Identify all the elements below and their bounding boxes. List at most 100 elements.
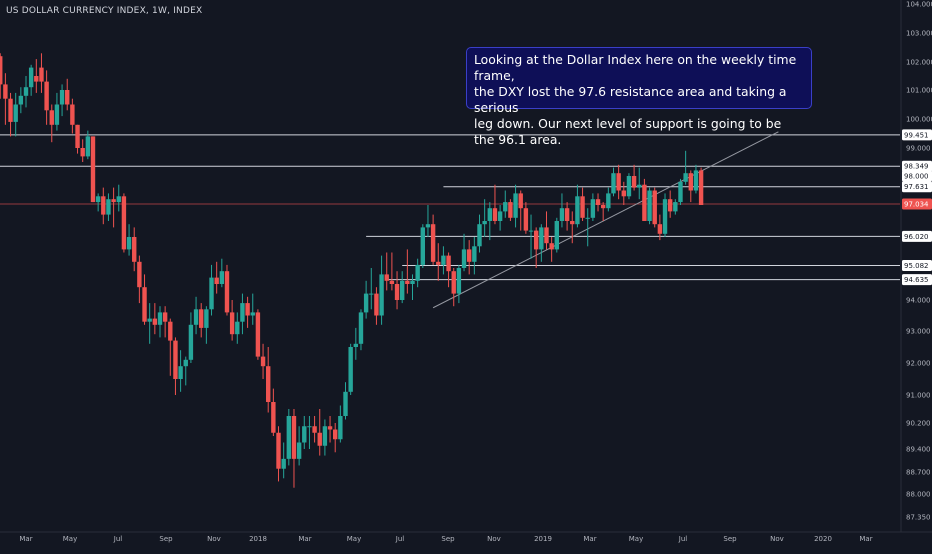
level-price-tag: 97.631 <box>902 181 932 193</box>
candle <box>441 246 446 275</box>
time-tick-label: Mar <box>583 535 596 543</box>
level-price-tag-bg <box>902 259 932 271</box>
candle-body <box>307 426 312 428</box>
price-tick-label: 94.000 <box>906 297 931 305</box>
time-tick-label: Jul <box>113 535 123 543</box>
candle-body <box>472 246 477 262</box>
candle <box>34 59 39 93</box>
candle <box>415 258 420 288</box>
candle-body <box>204 309 209 328</box>
candle <box>637 167 642 200</box>
candle-body <box>621 190 626 197</box>
candle-body <box>487 208 493 221</box>
candle <box>667 190 673 218</box>
candle-body <box>451 271 456 294</box>
candle-body <box>492 208 498 221</box>
candle <box>338 405 343 443</box>
candle <box>162 306 168 338</box>
candle <box>54 92 60 131</box>
candle-body <box>147 318 152 322</box>
time-tick-label: Jul <box>395 535 405 543</box>
candle <box>477 214 482 253</box>
level-price-tag-label: 99.451 <box>904 131 929 139</box>
candle <box>75 124 80 154</box>
candle-body <box>637 184 642 188</box>
candle <box>688 170 693 203</box>
candle <box>65 78 70 111</box>
candle <box>544 211 549 250</box>
candle <box>559 193 565 228</box>
candle <box>281 442 286 479</box>
candle-body <box>539 227 544 250</box>
candle-body <box>281 458 286 469</box>
candle-body <box>415 264 420 281</box>
candle <box>497 205 503 231</box>
candle <box>451 268 456 307</box>
candle <box>168 318 173 376</box>
candle <box>374 287 379 325</box>
candle-body <box>420 227 426 265</box>
level-price-tag-label: 97.631 <box>904 183 929 191</box>
price-tick-label: 103.000 <box>906 30 932 38</box>
candle <box>327 416 333 443</box>
candle <box>657 214 663 241</box>
candle <box>39 53 44 93</box>
price-tick-label: 102.000 <box>906 59 932 67</box>
time-tick-label: Sep <box>159 535 173 543</box>
candle-body <box>302 426 307 443</box>
candle-body <box>652 190 657 225</box>
candle-body <box>188 324 194 360</box>
candle <box>482 199 487 237</box>
candle-body <box>75 124 80 148</box>
candle-body <box>0 56 3 85</box>
candle <box>266 347 271 413</box>
candle <box>28 64 34 96</box>
current-price-tag-label: 97.034 <box>904 201 929 209</box>
candle <box>683 150 688 185</box>
candle <box>250 293 255 325</box>
candle <box>209 264 214 316</box>
time-tick-label: Mar <box>19 535 32 543</box>
candle-body <box>291 416 297 459</box>
price-tick-label: 89.400 <box>906 446 931 454</box>
candle-body <box>106 199 111 215</box>
price-tick-label: 100.000 <box>906 116 932 124</box>
candle <box>214 261 219 294</box>
candle <box>631 164 637 191</box>
candle-body <box>80 148 85 157</box>
candle-body <box>570 221 575 225</box>
candle-body <box>219 271 225 284</box>
candle-body <box>245 303 250 316</box>
time-tick-label: Jul <box>678 535 688 543</box>
candle-body <box>466 249 472 262</box>
candle-body <box>126 237 132 250</box>
candle-body <box>266 366 271 402</box>
candle-body <box>333 429 338 440</box>
candle <box>70 98 75 134</box>
candle <box>312 416 317 443</box>
candle <box>302 416 307 449</box>
candle <box>204 306 209 344</box>
candle <box>363 280 369 319</box>
candle-body <box>286 416 292 459</box>
candle-body <box>600 205 606 209</box>
candle-body <box>631 176 637 188</box>
candle-body <box>116 196 121 203</box>
candle <box>616 164 621 200</box>
price-tick-label: 87.350 <box>906 514 931 522</box>
candle-body <box>667 199 673 212</box>
candle <box>549 237 554 262</box>
candle-body <box>111 199 116 203</box>
candle-body <box>513 193 518 218</box>
annotation-note[interactable]: Looking at the Dollar Index here on the … <box>466 47 812 147</box>
candle-body <box>229 312 235 335</box>
candle-body <box>647 190 652 221</box>
candle-body <box>157 312 163 325</box>
candle <box>647 187 652 225</box>
candle-body <box>137 261 142 288</box>
candle-body <box>523 208 529 231</box>
candle-body <box>95 196 101 203</box>
candle <box>157 306 163 338</box>
time-tick-label: May <box>629 535 643 543</box>
candle-body <box>533 230 539 250</box>
